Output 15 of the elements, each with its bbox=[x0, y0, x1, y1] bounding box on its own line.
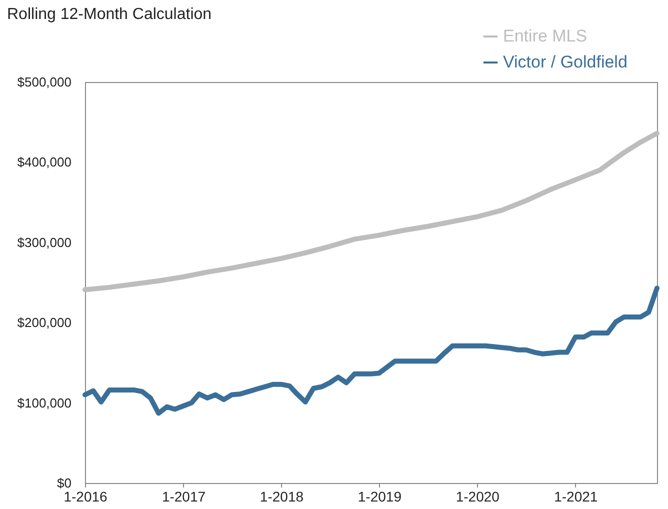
legend-label: Victor / Goldfield bbox=[503, 52, 628, 72]
y-tick-label: $0 bbox=[57, 476, 72, 490]
x-tick-label: 1-2019 bbox=[358, 488, 402, 504]
y-tick-label: $400,000 bbox=[17, 154, 72, 170]
x-tick-label: 1-2020 bbox=[456, 488, 500, 504]
x-tick-label: 1-2018 bbox=[260, 488, 304, 504]
y-tick-label: $100,000 bbox=[17, 395, 72, 410]
x-tick-label: 1-2021 bbox=[554, 488, 598, 504]
x-tick-label: 1-2016 bbox=[64, 488, 108, 504]
x-tick-label: 1-2017 bbox=[162, 488, 206, 504]
chart-title: Rolling 12-Month Calculation bbox=[7, 6, 212, 23]
y-tick-label: $500,000 bbox=[17, 74, 72, 90]
legend-label: Entire MLS bbox=[503, 26, 588, 46]
y-tick-label: $200,000 bbox=[17, 315, 72, 330]
y-tick-label: $300,000 bbox=[17, 234, 72, 250]
